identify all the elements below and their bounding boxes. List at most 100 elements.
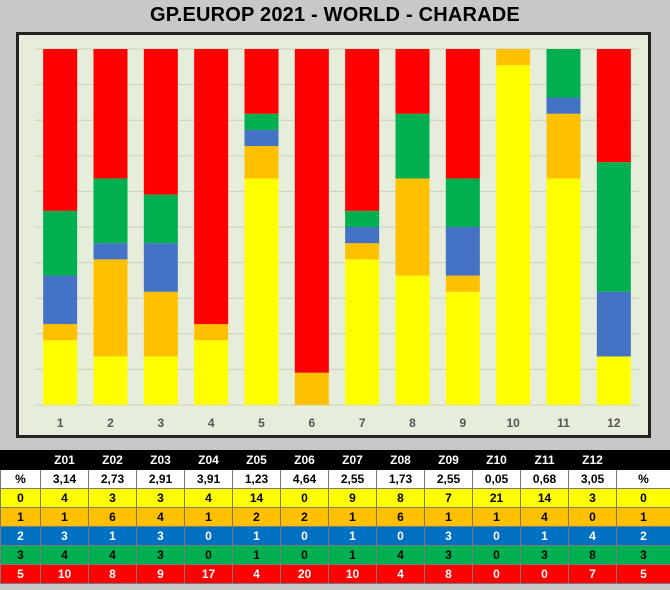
row-label: 3 [0,545,41,565]
bar-segment-2 [546,97,581,114]
table-cell: 8 [376,488,425,508]
bar-segment-1 [496,49,531,66]
bar-segment-5 [244,49,279,114]
bar-segment-0 [395,275,430,405]
x-tick-label: 12 [607,416,621,430]
row-label: % [0,469,41,489]
bar-segment-5 [93,49,128,179]
bar-segment-0 [546,178,581,405]
table-cell: 2,55 [328,469,377,489]
table-cell: 14 [232,488,281,508]
table-cell: 2,91 [136,469,185,489]
bar-segment-0 [244,178,279,405]
table-cell: 3 [424,526,473,546]
table-cell: 4 [520,507,569,527]
table-cell: 1 [520,526,569,546]
bar-segment-1 [93,259,128,357]
table-cell: 17 [184,564,233,584]
table-cell: 1 [328,507,377,527]
table-cell: 1 [232,526,281,546]
table-cell: 1 [424,507,473,527]
zone-header: Z03 [136,450,185,470]
table-cell: 1,73 [376,469,425,489]
table-cell: 4 [40,488,89,508]
row-label: 2 [0,526,41,546]
table-cell: 0 [184,526,233,546]
table-row: % 3,14 2,73 2,91 3,91 1,23 4,64 2,55 1,73 2,55 0,0… [0,469,670,489]
x-tick-label: 11 [557,416,570,430]
bar-segment-3 [445,178,480,227]
data-table-area: Z01 Z02 Z03 Z04 Z05 Z06 Z07 Z08 Z09 Z10 Z11 Z12 % 3,… [0,450,670,590]
table-cell: 4 [88,545,137,565]
table-cell: 2,55 [424,469,473,489]
bar-segment-3 [93,178,128,244]
table-cell: 3 [88,488,137,508]
table-cell: 2 [232,507,281,527]
bar-segment-0 [93,356,128,405]
chart-frame: 1 2 3 4 5 6 7 8 9 10 11 12 [16,32,651,438]
row-end-label: 3 [616,545,670,565]
row-end-label: 2 [616,526,670,546]
table-cell: 1 [40,507,89,527]
x-tick-label: 2 [107,416,114,430]
table-cell: 20 [280,564,329,584]
zone-header: Z08 [376,450,425,470]
bar-segment-3 [244,113,279,130]
zone-header: Z12 [568,450,617,470]
table-cell: 10 [40,564,89,584]
bar-segment-1 [143,291,178,357]
table-cell: 3 [424,545,473,565]
table-cell: 3 [136,488,185,508]
table-cell: 6 [88,507,137,527]
bar-segment-2 [43,275,78,325]
bar-segment-0 [496,65,531,405]
x-tick-label: 6 [308,416,315,430]
x-tick-label: 4 [208,416,215,430]
bar-segment-5 [395,49,430,114]
x-tick-label: 8 [409,416,416,430]
table-cell: 4 [184,488,233,508]
bar-segment-1 [194,324,229,341]
table-cell: 4 [376,545,425,565]
bar-segment-1 [244,146,279,179]
table-cell: 10 [328,564,377,584]
table-cell: 3,91 [184,469,233,489]
table-cell: 3 [568,488,617,508]
row-end-label: % [616,469,670,489]
table-body: % 3,14 2,73 2,91 3,91 1,23 4,64 2,55 1,73 2,55 0,0… [0,469,670,584]
table-cell: 0 [472,526,521,546]
table-cell: 0 [184,545,233,565]
row-label: 5 [0,564,41,584]
bar-segment-5 [43,49,78,211]
bar-segment-0 [596,356,631,405]
table-cell: 7 [424,488,473,508]
table-cell: 6 [376,507,425,527]
bar-segment-3 [345,210,380,227]
table-cell: 0 [472,545,521,565]
bar-segment-5 [194,49,229,325]
bar-segment-2 [596,291,631,357]
table-cell: 1,23 [232,469,281,489]
table-cell: 8 [568,545,617,565]
row-end-label: 0 [616,488,670,508]
bar-segment-1 [294,372,329,405]
bar-segment-5 [596,49,631,163]
chart-title: GP.EUROP 2021 - WORLD - CHARADE [150,4,520,26]
bar-segment-0 [345,259,380,405]
x-tick-label: 5 [258,416,265,430]
table-cell: 0 [280,545,329,565]
table-cell: 3 [136,526,185,546]
row-end-label: 5 [616,564,670,584]
table-cell: 0,68 [520,469,569,489]
bar-segment-2 [445,227,480,276]
table-cell: 1 [88,526,137,546]
table-header-row: Z01 Z02 Z03 Z04 Z05 Z06 Z07 Z08 Z09 Z10 Z11 Z12 [0,450,670,470]
x-tick-label: 10 [506,416,520,430]
table-cell: 0 [280,488,329,508]
table-cell: 3 [520,545,569,565]
zone-header: Z05 [232,450,281,470]
